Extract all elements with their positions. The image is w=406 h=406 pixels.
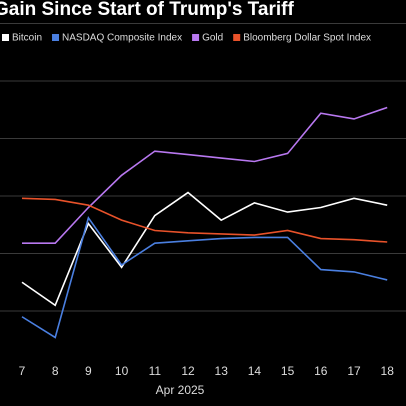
series-line	[21, 197, 388, 243]
x-tick-label: 14	[248, 364, 262, 378]
x-tick-label: 9	[85, 364, 92, 378]
legend-label: Bloomberg Dollar Spot Index	[243, 33, 371, 44]
legend-swatch	[52, 34, 60, 41]
x-tick-label: 16	[314, 364, 328, 378]
x-tick-label: 7	[19, 364, 26, 378]
x-tick-label: 18	[381, 364, 395, 378]
series-line	[21, 191, 388, 307]
x-axis-label: Apr 2025	[156, 383, 205, 397]
series-line	[21, 216, 388, 339]
x-tick-label: 13	[215, 364, 229, 378]
x-tick-label: 17	[347, 364, 361, 378]
x-tick-label: 10	[115, 364, 129, 378]
x-tick-label: 8	[52, 364, 59, 378]
legend-label: Gold	[202, 33, 223, 44]
chart-title: Gain Since Start of Trump's Tariff	[0, 0, 294, 20]
legend-swatch	[2, 34, 9, 41]
series-line	[22, 106, 388, 244]
legend-label: NASDAQ Composite Index	[62, 33, 182, 44]
legend-swatch	[233, 34, 241, 41]
legend-label: Bitcoin	[12, 33, 42, 44]
x-tick-label: 12	[181, 364, 195, 378]
legend-swatch	[192, 34, 200, 41]
x-tick-label: 11	[149, 364, 162, 378]
x-tick-label: 15	[281, 364, 295, 378]
